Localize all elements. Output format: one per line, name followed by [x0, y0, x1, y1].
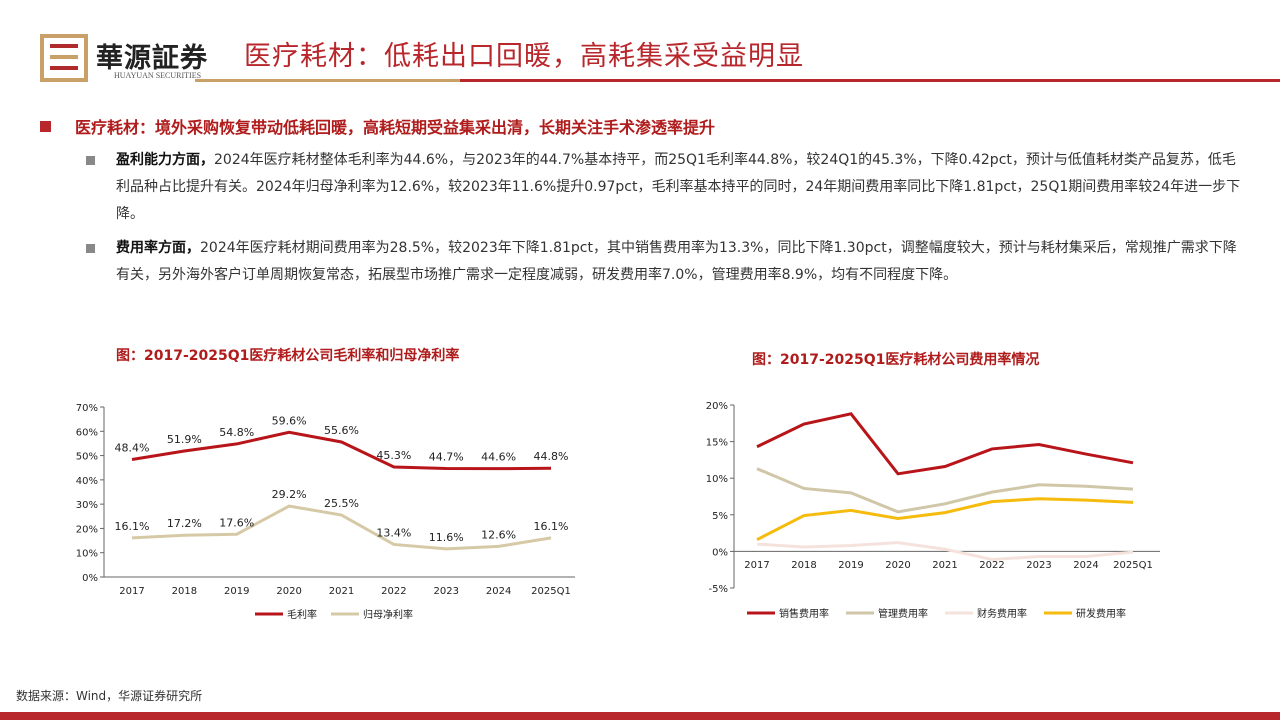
y-tick-label: 60% — [76, 427, 98, 438]
x-tick-label: 2024 — [1073, 560, 1098, 571]
data-label: 13.4% — [376, 526, 411, 539]
data-label: 54.8% — [219, 426, 254, 439]
divider — [460, 79, 1280, 82]
data-label: 29.2% — [272, 488, 307, 501]
brand-name-en: HUAYUAN SECURITIES — [114, 71, 202, 80]
x-tick-label: 2023 — [434, 586, 459, 597]
x-tick-label: 2023 — [1026, 560, 1051, 571]
legend-label: 归母净利率 — [363, 608, 413, 621]
y-tick-label: 0% — [82, 573, 98, 584]
page-title: 医疗耗材：低耗出口回暖，高耗集采受益明显 — [244, 41, 804, 72]
source-note: 数据来源：Wind，华源证券研究所 — [16, 689, 203, 703]
data-label: 16.1% — [115, 520, 150, 533]
bullet-icon — [86, 244, 95, 253]
bullet-lead: 盈利能力方面， — [116, 152, 214, 168]
data-label: 17.6% — [219, 516, 254, 529]
legend-label: 研发费用率 — [1076, 607, 1126, 620]
y-tick-label: 5% — [712, 511, 728, 522]
series-line-财务费用率 — [756, 541, 1134, 561]
data-label: 16.1% — [534, 520, 569, 533]
data-label: 51.9% — [167, 433, 202, 446]
section-heading: 医疗耗材：境外采购恢复带动低耗回暖，高耗短期受益集采出清，长期关注手术渗透率提升 — [40, 114, 715, 138]
footer-bar — [0, 712, 1280, 720]
x-tick-label: 2021 — [329, 586, 354, 597]
y-tick-label: 40% — [76, 476, 98, 487]
series-line-研发费用率 — [756, 497, 1134, 542]
x-tick-label: 2021 — [932, 560, 957, 571]
x-tick-label: 2025Q1 — [1113, 560, 1153, 571]
x-tick-label: 2019 — [838, 560, 863, 571]
bullet-icon — [86, 156, 95, 165]
data-label: 45.3% — [376, 449, 411, 462]
chart-title: 图：2017-2025Q1医疗耗材公司费用率情况 — [752, 352, 1040, 368]
legend-label: 管理费用率 — [878, 607, 928, 620]
x-tick-label: 2024 — [486, 586, 511, 597]
brand-name: 華源証券 — [96, 43, 208, 74]
y-tick-label: 0% — [712, 547, 728, 558]
logo — [40, 34, 88, 82]
x-tick-label: 2022 — [381, 586, 406, 597]
data-label: 44.8% — [534, 450, 569, 463]
x-tick-label: 2020 — [885, 560, 910, 571]
bullet-text: 2024年医疗耗材期间费用率为28.5%，较2023年下降1.81pct，其中销… — [116, 240, 1237, 283]
data-label: 25.5% — [324, 497, 359, 510]
legend-label: 财务费用率 — [977, 607, 1027, 620]
series-line-毛利率 — [131, 430, 552, 471]
data-label: 12.6% — [481, 528, 516, 541]
x-tick-label: 2017 — [744, 560, 769, 571]
x-tick-label: 2018 — [791, 560, 816, 571]
series-line-管理费用率 — [756, 467, 1134, 514]
series-line-归母净利率 — [131, 504, 552, 551]
bullet-paragraph: 盈利能力方面，2024年医疗耗材整体毛利率为44.6%，与2023年的44.7%… — [86, 147, 1246, 228]
y-tick-label: 20% — [706, 401, 728, 412]
bullet-icon — [40, 121, 51, 132]
legend-label: 毛利率 — [287, 608, 317, 621]
y-tick-label: 20% — [76, 524, 98, 535]
y-tick-label: 10% — [706, 474, 728, 485]
data-label: 55.6% — [324, 424, 359, 437]
chart-title: 图：2017-2025Q1医疗耗材公司毛利率和归母净利率 — [116, 348, 460, 364]
bullet-paragraph: 费用率方面，2024年医疗耗材期间费用率为28.5%，较2023年下降1.81p… — [86, 235, 1246, 289]
data-label: 11.6% — [429, 531, 464, 544]
y-tick-label: 30% — [76, 500, 98, 511]
data-label: 44.7% — [429, 450, 464, 463]
x-tick-label: 2020 — [276, 586, 301, 597]
y-tick-label: -5% — [709, 584, 728, 595]
y-tick-label: 70% — [76, 403, 98, 414]
legend-label: 销售费用率 — [779, 607, 829, 620]
x-tick-label: 2018 — [172, 586, 197, 597]
data-label: 44.6% — [481, 451, 516, 464]
section-heading-text: 医疗耗材：境外采购恢复带动低耗回暖，高耗短期受益集采出清，长期关注手术渗透率提升 — [75, 118, 716, 137]
bullet-text: 2024年医疗耗材整体毛利率为44.6%，与2023年的44.7%基本持平，而2… — [116, 152, 1241, 222]
x-tick-label: 2022 — [979, 560, 1004, 571]
y-tick-label: 50% — [76, 452, 98, 463]
y-tick-label: 10% — [76, 549, 98, 560]
data-label: 48.4% — [115, 441, 150, 454]
x-tick-label: 2017 — [119, 586, 144, 597]
data-label: 17.2% — [167, 517, 202, 530]
y-tick-label: 15% — [706, 438, 728, 449]
data-label: 59.6% — [272, 414, 307, 427]
bullet-lead: 费用率方面， — [116, 240, 200, 256]
x-tick-label: 2019 — [224, 586, 249, 597]
x-tick-label: 2025Q1 — [531, 586, 571, 597]
series-line-销售费用率 — [756, 412, 1134, 476]
divider — [195, 79, 460, 82]
